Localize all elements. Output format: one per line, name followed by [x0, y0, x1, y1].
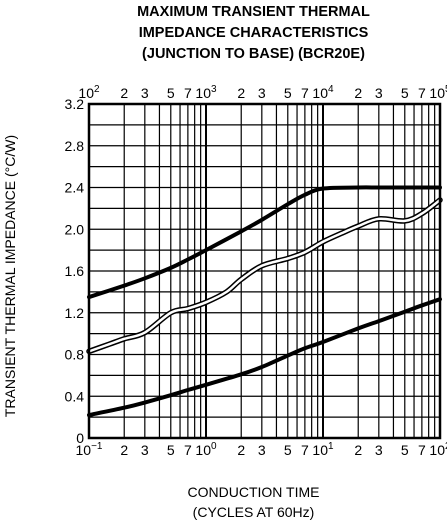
bottom-tick-label: 5 [284, 442, 292, 458]
bottom-tick-label: 2 [120, 442, 128, 458]
y-tick-label: 1.2 [65, 305, 85, 321]
chart-title-line-3: (JUNCTION TO BASE) (BCR20E) [142, 46, 365, 62]
top-tick-label: 3 [141, 85, 149, 101]
top-tick-label: 105 [429, 84, 447, 101]
bottom-tick-label: 2 [237, 442, 245, 458]
bottom-tick-label: 7 [418, 442, 426, 458]
bottom-tick-label: 102 [429, 441, 447, 458]
top-tick-label: 7 [418, 85, 426, 101]
bottom-tick-label: 3 [141, 442, 149, 458]
top-tick-label: 5 [284, 85, 292, 101]
top-tick-label: 3 [375, 85, 383, 101]
top-tick-labels: 102235710323571042357105 [78, 84, 447, 101]
plot-frame [87, 102, 442, 440]
x-axis-label-line-1: CONDUCTION TIME [187, 484, 320, 500]
series-group [86, 185, 443, 418]
grid [89, 104, 440, 438]
bottom-tick-label: 3 [258, 442, 266, 458]
x-axis-label-line-2: (CYCLES AT 60Hz) [192, 504, 315, 520]
y-tick-label: 1.6 [65, 263, 85, 279]
top-tick-label: 102 [78, 84, 100, 101]
top-tick-label: 7 [301, 85, 309, 101]
bottom-tick-label: 7 [301, 442, 309, 458]
y-tick-label: 3.2 [65, 96, 85, 112]
top-tick-label: 2 [237, 85, 245, 101]
bottom-tick-label: 101 [312, 441, 334, 458]
top-tick-label: 5 [167, 85, 175, 101]
top-tick-label: 2 [354, 85, 362, 101]
bottom-tick-label: 100 [195, 441, 217, 458]
top-tick-label: 103 [195, 84, 217, 101]
y-tick-label: 0 [76, 430, 84, 446]
y-tick-label: 2.4 [65, 180, 85, 196]
y-tick-label: 2.0 [65, 221, 85, 237]
top-tick-label: 5 [401, 85, 409, 101]
y-tick-labels: 0 0.4 0.8 1.2 1.6 2.0 2.4 2.8 3.2 [65, 96, 85, 446]
bottom-tick-label: 3 [375, 442, 383, 458]
top-tick-label: 7 [184, 85, 192, 101]
series-line-2 [87, 185, 442, 300]
bottom-tick-labels: 10−1235710023571012357102 [76, 441, 447, 458]
chart-title-line-2: IMPEDANCE CHARACTERISTICS [138, 25, 369, 41]
bottom-tick-label: 7 [184, 442, 192, 458]
bottom-tick-label: 5 [167, 442, 175, 458]
bottom-tick-label: 10−1 [76, 441, 103, 458]
bottom-tick-label: 5 [401, 442, 409, 458]
y-tick-label: 0.4 [65, 388, 85, 404]
bottom-tick-label: 2 [354, 442, 362, 458]
top-tick-label: 2 [120, 85, 128, 101]
top-tick-label: 104 [312, 84, 334, 101]
series-line-3-inner [87, 198, 442, 353]
top-tick-label: 3 [258, 85, 266, 101]
y-tick-label: 0.8 [65, 347, 85, 363]
y-tick-label: 2.8 [65, 138, 85, 154]
chart-title-line-1: MAXIMUM TRANSIENT THERMAL [137, 4, 370, 20]
series-line-3 [86, 197, 443, 355]
series-line-1 [87, 297, 442, 418]
